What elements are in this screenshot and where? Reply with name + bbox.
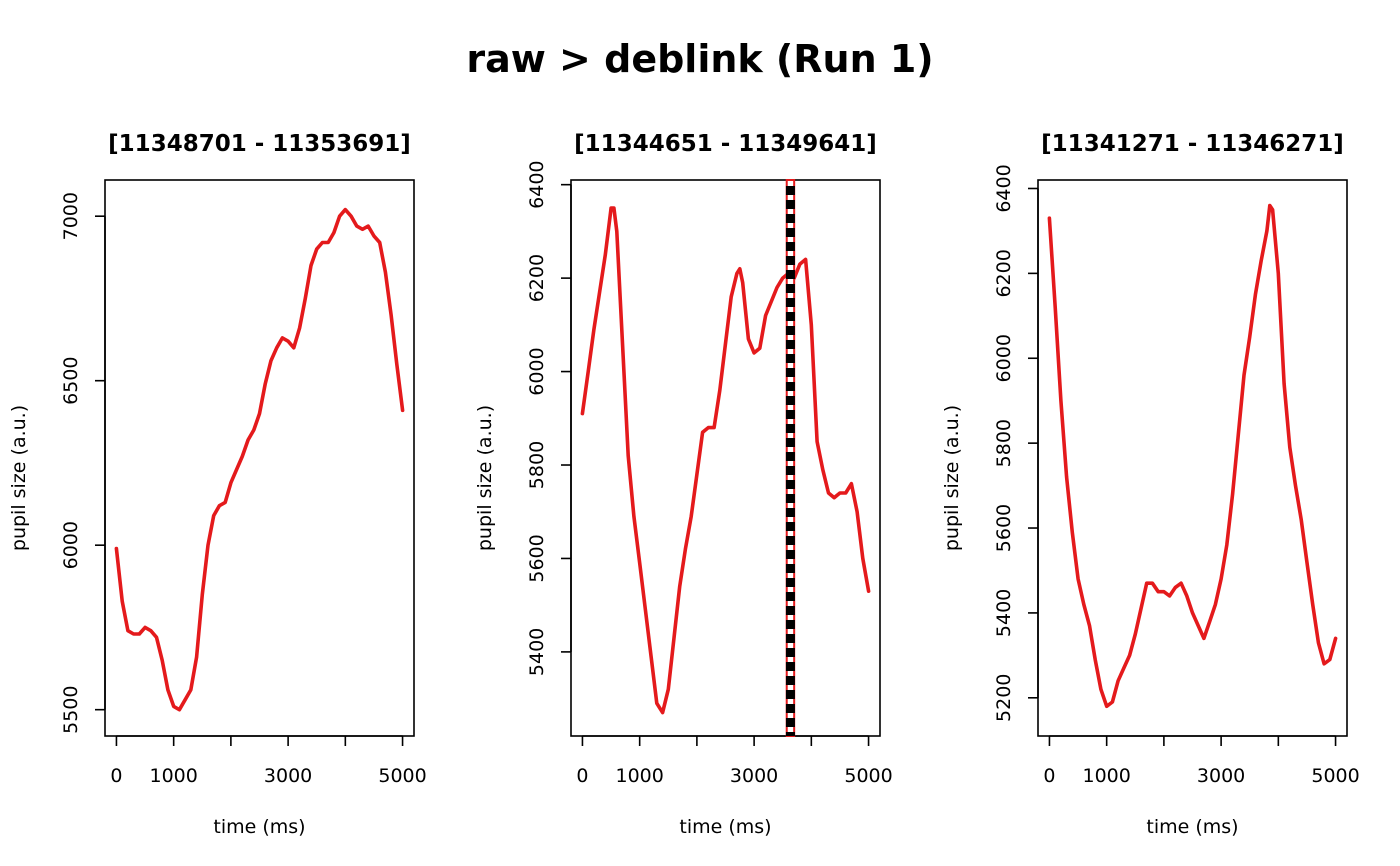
x-axis-label: time (ms) (679, 816, 771, 838)
x-tick-label: 3000 (730, 765, 778, 787)
y-tick-label: 5400 (993, 589, 1015, 637)
y-tick-label: 6000 (526, 347, 548, 395)
panel-title: [11348701 - 11353691] (108, 131, 411, 157)
pupil-series-line (114, 207, 405, 712)
y-tick-label: 6400 (526, 160, 548, 208)
x-tick-label: 0 (576, 765, 588, 787)
y-tick-label: 5600 (993, 504, 1015, 552)
y-axis-label: pupil size (a.u.) (8, 405, 30, 551)
y-tick-label: 5800 (526, 441, 548, 489)
blink-marker (785, 179, 796, 737)
x-tick-label: 5000 (1311, 765, 1359, 787)
panel-1: [11348701 - 11353691] 0 1000 3000 5000 5500 60… (8, 131, 427, 838)
x-tick-label: 5000 (378, 765, 426, 787)
y-tick-label: 5200 (993, 674, 1015, 722)
x-tick-label: 1000 (149, 765, 197, 787)
pupil-series-line (1047, 203, 1338, 709)
x-tick-label: 1000 (1082, 765, 1130, 787)
panels: [11348701 - 11353691] 0 1000 3000 5000 5500 60… (8, 131, 1360, 838)
x-tick-label: 1000 (615, 765, 663, 787)
y-tick-label: 6200 (526, 254, 548, 302)
panel-title: [11341271 - 11346271] (1041, 131, 1344, 157)
panel-title: [11344651 - 11349641] (574, 131, 877, 157)
y-tick-label: 5800 (993, 419, 1015, 467)
x-tick-label: 0 (1043, 765, 1055, 787)
y-tick-label: 6000 (993, 334, 1015, 382)
y-tick-label: 6200 (993, 249, 1015, 297)
panel-3: [11341271 - 11346271] 0 1000 3000 5000 5200 54… (941, 131, 1360, 838)
y-tick-label: 6000 (60, 521, 82, 569)
x-tick-label: 3000 (1197, 765, 1245, 787)
y-tick-label: 7000 (60, 192, 82, 240)
x-axis-label: time (ms) (1146, 816, 1238, 838)
panel-2: [11344651 - 11349641] 0 1000 3000 5000 5400 56… (474, 131, 893, 838)
x-tick-label: 0 (110, 765, 122, 787)
figure-title: raw > deblink (Run 1) (466, 37, 933, 81)
y-axis-label: pupil size (a.u.) (941, 405, 963, 551)
x-axis-label: time (ms) (213, 816, 305, 838)
y-tick-label: 5400 (526, 628, 548, 676)
y-tick-label: 5600 (526, 534, 548, 582)
y-tick-label: 6500 (60, 357, 82, 405)
x-tick-label: 5000 (844, 765, 892, 787)
y-tick-label: 5500 (60, 686, 82, 734)
x-tick-label: 3000 (264, 765, 312, 787)
plot-frame (104, 179, 415, 737)
y-axis-label: pupil size (a.u.) (474, 405, 496, 551)
plot-frame (1037, 179, 1348, 737)
pupil-series-line (580, 206, 871, 715)
y-tick-label: 6400 (993, 164, 1015, 212)
